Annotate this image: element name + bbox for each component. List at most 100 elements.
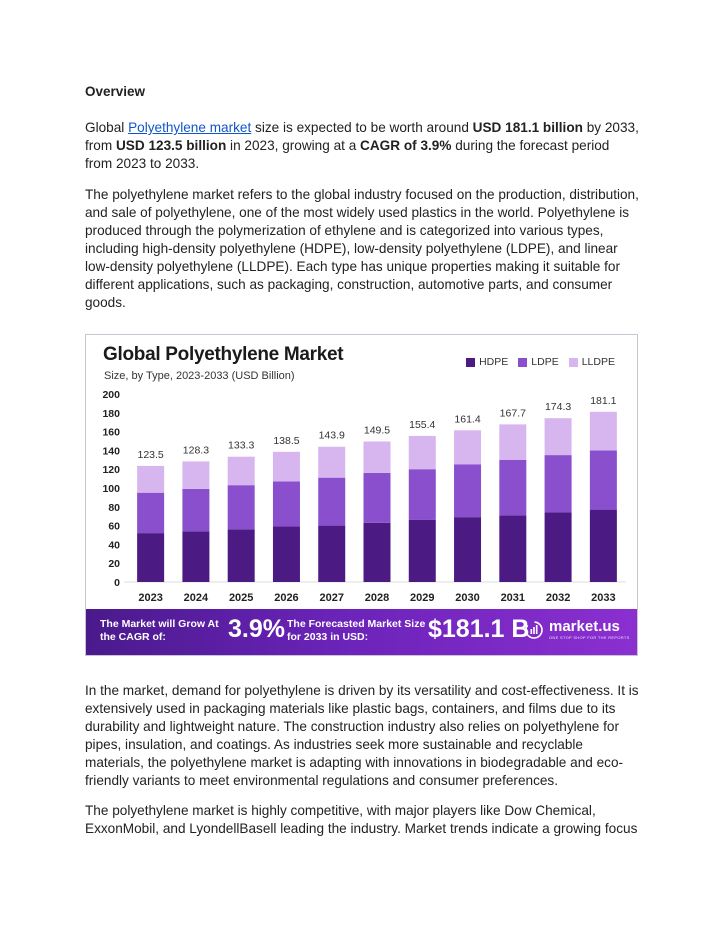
x-tick-label: 2033 xyxy=(591,592,615,604)
bar-segment-hdpe xyxy=(227,529,255,582)
forecast-label: The Forecasted Market Size for 2033 in U… xyxy=(287,618,426,643)
y-tick-label: 40 xyxy=(108,539,120,551)
bar-segment-hdpe xyxy=(182,531,210,582)
bar-total-label: 174.3 xyxy=(545,401,571,413)
legend-label: LDPE xyxy=(531,356,559,368)
bar-chart: 0 20 40 60 80 100 120 140 160 180 200 123.5 2023 128.… xyxy=(102,389,626,604)
bar-total-label: 155.4 xyxy=(409,419,435,431)
legend-swatch xyxy=(568,357,578,367)
x-tick-label: 2031 xyxy=(501,592,525,604)
bar-segment-lldpe xyxy=(137,465,165,493)
x-tick-label: 2027 xyxy=(319,592,343,604)
bar-segment-ldpe xyxy=(227,485,255,530)
y-tick-label: 20 xyxy=(108,558,120,570)
y-tick-label: 180 xyxy=(102,408,120,420)
forecast-value: $181.1 B xyxy=(428,615,530,643)
bar-segment-lldpe xyxy=(182,461,210,489)
bar-segment-hdpe xyxy=(499,515,527,582)
y-tick-label: 60 xyxy=(108,521,120,533)
legend-label: HDPE xyxy=(479,356,509,368)
summary-banner: The Market will Grow At the CAGR of: 3.9… xyxy=(86,609,637,655)
bar-total-label: 133.3 xyxy=(228,440,254,452)
bar-segment-ldpe xyxy=(182,488,210,532)
bar-segment-lldpe xyxy=(544,418,572,456)
y-tick-label: 200 xyxy=(102,389,120,401)
brand-name: market.us xyxy=(549,618,620,635)
bar-total-label: 161.4 xyxy=(454,413,480,425)
bar-segment-ldpe xyxy=(544,455,572,513)
bar-segment-hdpe xyxy=(544,512,572,582)
bar-segment-lldpe xyxy=(272,451,300,482)
bar-segment-ldpe xyxy=(272,481,300,527)
market-us-logo-icon xyxy=(525,620,543,639)
intro-bold-value: USD 181.1 billion xyxy=(472,120,583,135)
bar-segment-lldpe xyxy=(318,446,346,478)
bar-segment-lldpe xyxy=(454,430,482,465)
bar-total-label: 149.5 xyxy=(364,424,390,436)
section-heading: Overview xyxy=(85,84,146,99)
cagr-label: The Market will Grow At the CAGR of: xyxy=(100,618,219,643)
x-tick-label: 2024 xyxy=(184,592,209,604)
market-chart-figure: 0 20 40 60 80 100 120 140 160 180 200 123.5 2023 128.… xyxy=(85,334,638,656)
bar-segment-ldpe xyxy=(318,477,346,526)
legend-label: LLDPE xyxy=(581,356,615,368)
y-tick-label: 160 xyxy=(102,427,120,439)
intro-bold-value: CAGR of 3.9% xyxy=(360,138,452,153)
intro-text: in 2023, growing at a xyxy=(226,138,361,153)
y-tick-label: 0 xyxy=(114,577,120,589)
x-tick-label: 2026 xyxy=(274,592,298,604)
legend-item-hdpe: HDPE xyxy=(466,356,508,368)
cagr-value: 3.9% xyxy=(228,615,285,643)
bar-segment-hdpe xyxy=(408,519,436,582)
intro-text: by 2033, from xyxy=(85,120,639,153)
bar-total-label: 123.5 xyxy=(137,449,163,461)
bar-segment-ldpe xyxy=(454,464,482,518)
chart-legend: HDPE LDPE LLDPE xyxy=(466,356,615,368)
bar-segment-ldpe xyxy=(137,492,165,534)
chart-subtitle: Size, by Type, 2023-2033 (USD Billion) xyxy=(104,370,295,382)
y-tick-label: 120 xyxy=(102,464,120,476)
competition-paragraph: The polyethylene market is highly compet… xyxy=(85,803,638,836)
x-tick-label: 2029 xyxy=(410,592,434,604)
bar-segment-ldpe xyxy=(589,450,617,510)
bar-segment-hdpe xyxy=(137,533,165,582)
bar-total-label: 181.1 xyxy=(590,395,616,407)
x-tick-label: 2030 xyxy=(455,592,479,604)
x-tick-label: 2032 xyxy=(546,592,570,604)
brand-logo: market.us ONE STOP SHOP FOR THE REPORTS xyxy=(524,619,630,640)
bar-total-label: 128.3 xyxy=(183,444,209,456)
bar-segment-lldpe xyxy=(408,435,436,470)
intro-text: Global xyxy=(85,120,129,135)
x-tick-label: 2023 xyxy=(138,592,162,604)
bar-segment-hdpe xyxy=(454,517,482,582)
bar-segment-hdpe xyxy=(318,525,346,582)
legend-swatch xyxy=(466,357,476,367)
bar-total-label: 167.7 xyxy=(500,407,526,419)
x-tick-label: 2025 xyxy=(229,592,253,604)
bar-segment-hdpe xyxy=(272,526,300,582)
bar-segment-ldpe xyxy=(408,469,436,520)
bar-segment-hdpe xyxy=(363,522,391,582)
x-tick-label: 2028 xyxy=(365,592,389,604)
bar-segment-lldpe xyxy=(363,441,391,473)
legend-swatch xyxy=(518,357,528,367)
legend-item-ldpe: LDPE xyxy=(518,356,559,368)
y-tick-label: 80 xyxy=(108,502,120,514)
polyethylene-market-link[interactable]: Polyethylene market xyxy=(128,120,252,135)
demand-paragraph: In the market, demand for polyethylene i… xyxy=(85,683,639,788)
bar-segment-lldpe xyxy=(589,411,617,451)
intro-paragraph: Global Polyethylene market size is expec… xyxy=(85,119,640,173)
chart-title: Global Polyethylene Market xyxy=(103,344,344,365)
bar-segment-lldpe xyxy=(227,456,255,486)
bar-segment-ldpe xyxy=(499,459,527,516)
intro-text: during the forecast period from 2023 to … xyxy=(85,138,610,171)
bar-segment-ldpe xyxy=(363,472,391,523)
y-tick-label: 140 xyxy=(102,445,120,457)
bar-total-label: 143.9 xyxy=(319,430,345,442)
legend-item-lldpe: LLDPE xyxy=(568,356,615,368)
bar-total-label: 138.5 xyxy=(273,435,299,447)
definition-paragraph: The polyethylene market refers to the gl… xyxy=(85,187,639,310)
brand-tagline: ONE STOP SHOP FOR THE REPORTS xyxy=(549,635,630,640)
intro-text: size is expected to be worth around xyxy=(251,120,473,135)
y-tick-label: 100 xyxy=(102,483,120,495)
